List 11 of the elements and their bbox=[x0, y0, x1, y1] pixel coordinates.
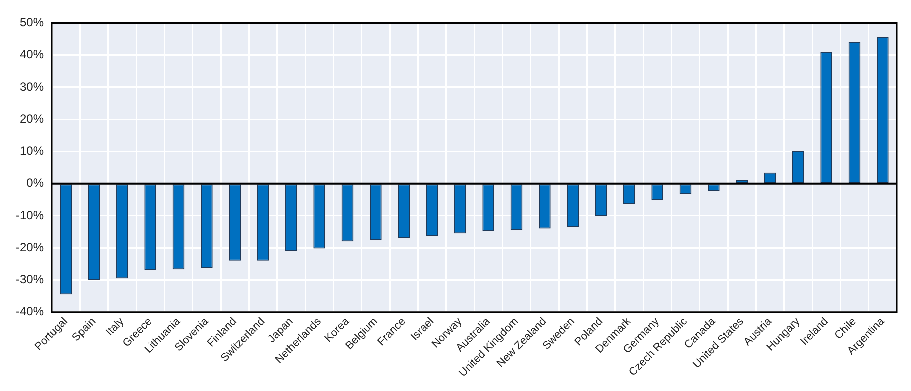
y-tick-label: -20% bbox=[16, 240, 44, 254]
y-tick-label: 10% bbox=[20, 144, 44, 158]
y-tick-label: 30% bbox=[20, 80, 44, 94]
y-tick-label: 50% bbox=[20, 16, 44, 30]
x-tick-label: Italy bbox=[104, 315, 128, 339]
y-tick-label: 0% bbox=[26, 176, 44, 190]
y-tick-label: 20% bbox=[20, 112, 44, 126]
y-tick-label: -40% bbox=[16, 304, 44, 319]
y-tick-label: -30% bbox=[16, 272, 44, 287]
y-tick-label: 40% bbox=[20, 48, 44, 62]
y-tick-label: -10% bbox=[16, 208, 44, 222]
